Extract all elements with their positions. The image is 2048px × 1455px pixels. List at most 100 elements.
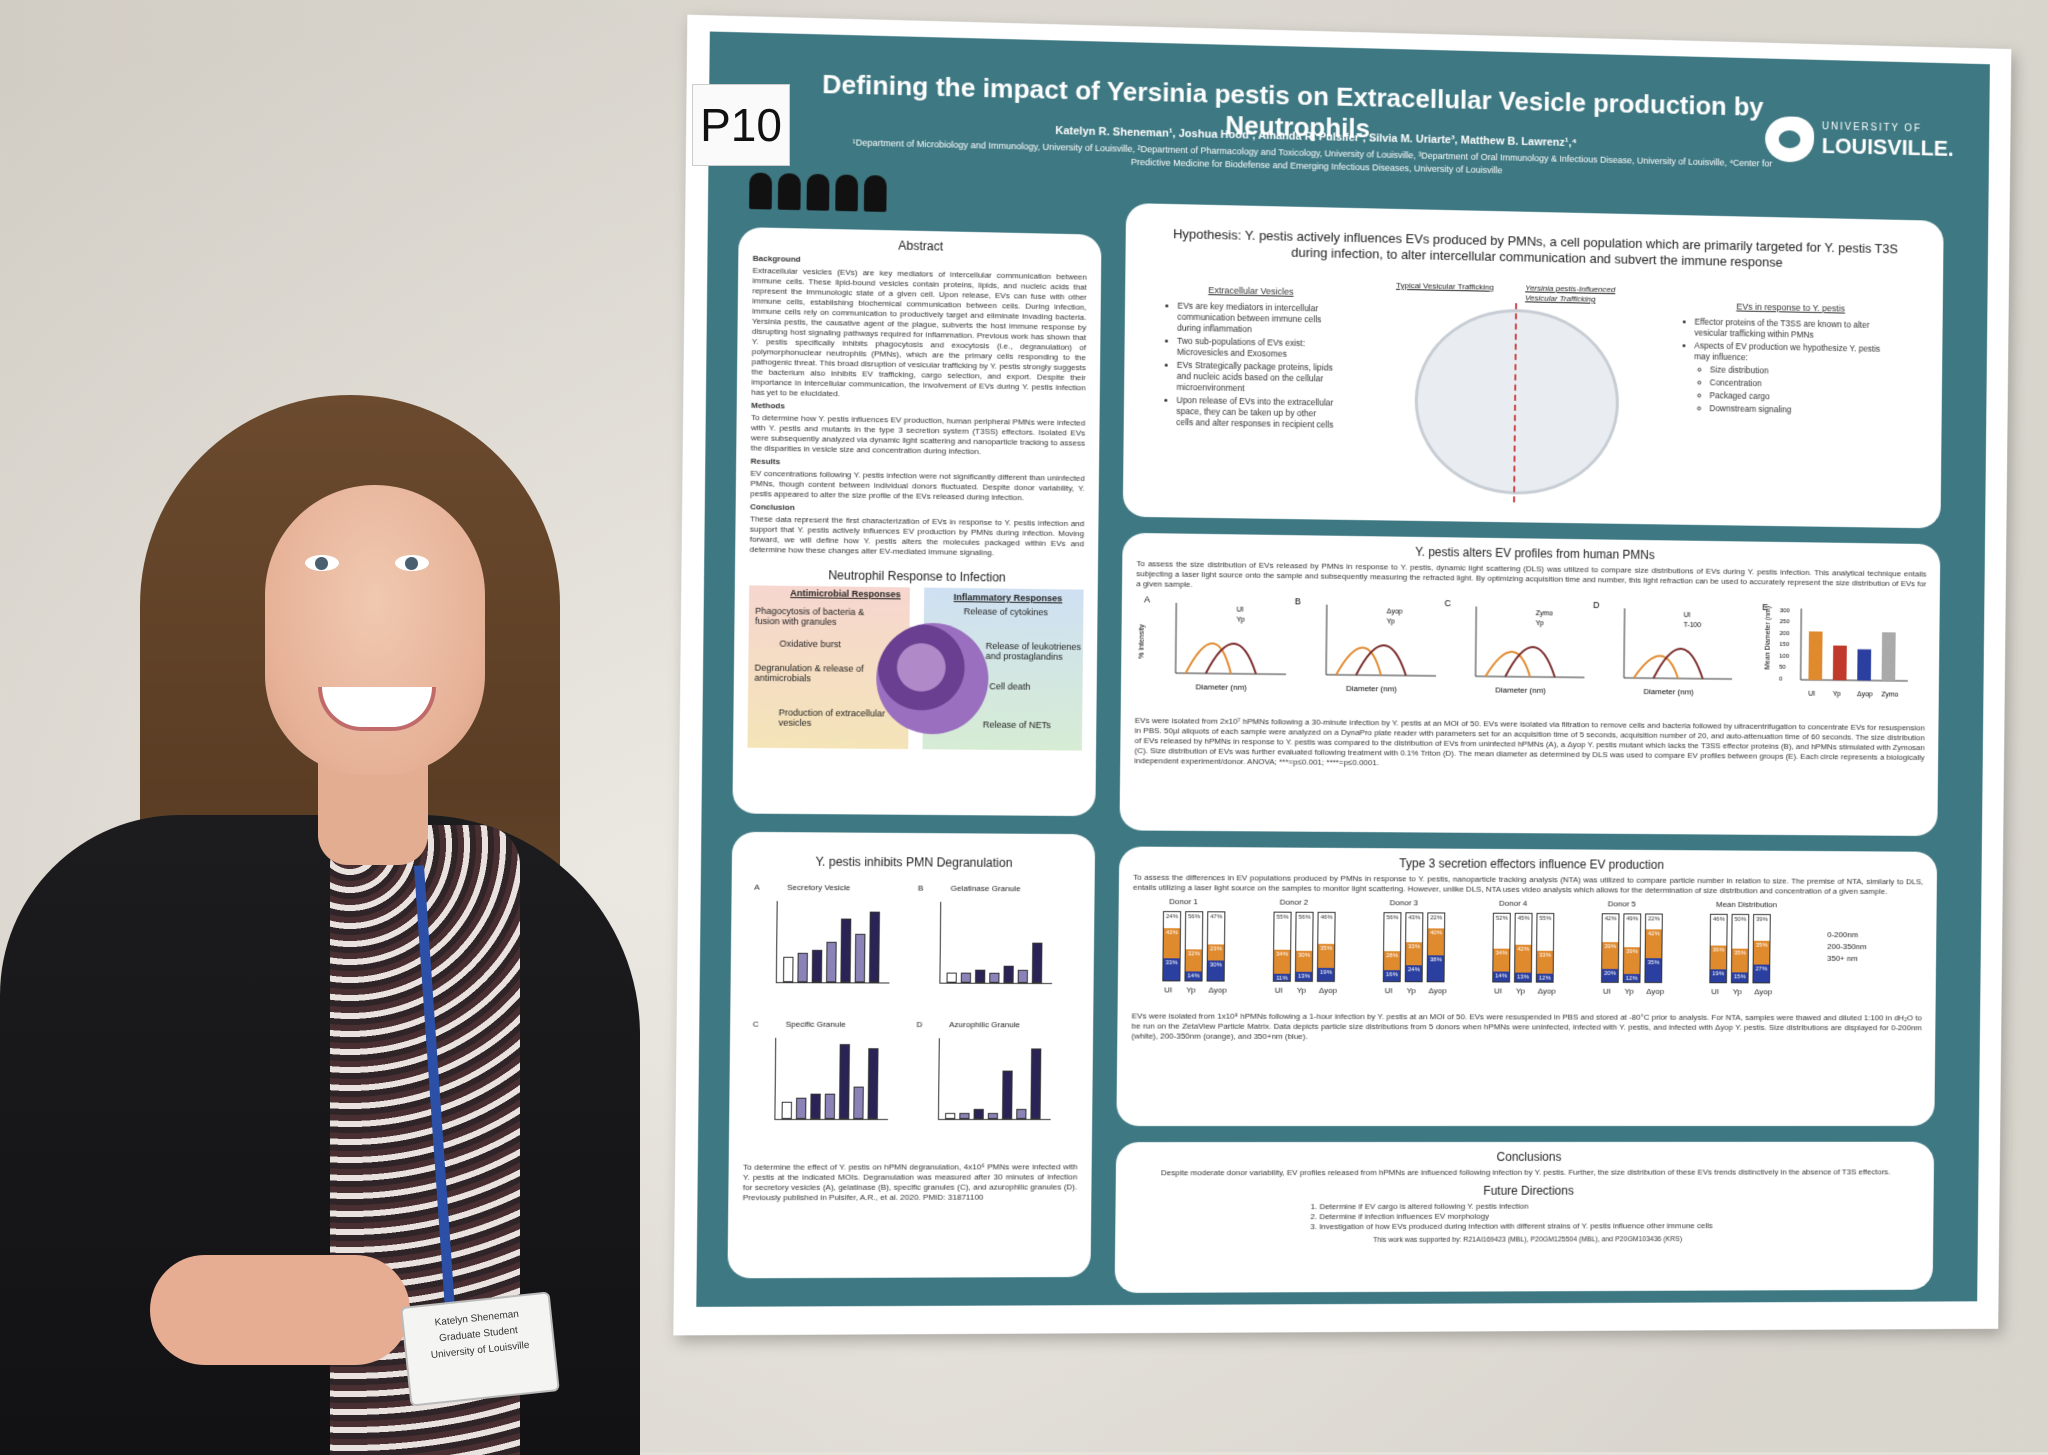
nta-bar-segment: 47% xyxy=(1207,912,1225,945)
nta-stacked-bar: 52% 34% 14% xyxy=(1492,912,1511,983)
bar-category-label: Zymo xyxy=(1881,692,1898,699)
methods-text: To determine how Y. pestis influences EV… xyxy=(750,412,1086,457)
degran-bar xyxy=(854,934,866,983)
cardinal-icon xyxy=(1764,115,1815,163)
antimicrobial-item: Phagocytosis of bacteria & fusion with g… xyxy=(754,605,865,627)
ev-list-item: EVs Strategically package proteins, lipi… xyxy=(1177,360,1336,396)
inflammatory-item: Cell death xyxy=(989,681,1031,692)
nta-caption: EVs were isolated from 1x10⁸ hPMNs follo… xyxy=(1131,1011,1922,1041)
nta-group-label: Donor 1 xyxy=(1169,897,1198,907)
nta-bar-segment: 22% xyxy=(1428,913,1445,929)
nta-bar-segment: 43% xyxy=(1406,913,1423,943)
logo-louisville: LOUISVILLE. xyxy=(1821,133,1954,161)
nta-group-label: Donor 5 xyxy=(1607,899,1636,909)
future-directions-title: Future Directions xyxy=(1483,1183,1574,1198)
right-eye xyxy=(395,555,429,571)
inflammatory-item: Release of cytokines xyxy=(963,606,1049,618)
nta-stacked-bar: 56% 30% 13% xyxy=(1294,911,1314,982)
nta-bar-segment: 39% xyxy=(1753,915,1770,942)
nta-bar-segment: 14% xyxy=(1493,971,1510,982)
nta-bar-label: Yp xyxy=(1515,986,1526,996)
nta-bar-segment: 49% xyxy=(1624,914,1641,948)
influenced-trafficking-label: Yersinia pestis-Influenced Vesicular Tra… xyxy=(1525,283,1616,304)
inflammatory-item: Release of leukotrienes and prostaglandi… xyxy=(985,640,1082,662)
dls-legend-item: Zymo xyxy=(1536,610,1553,617)
nta-bar-segment: 42% xyxy=(1645,929,1662,959)
dls-panel-letter: A xyxy=(1144,594,1151,604)
nta-bar-label: Yp xyxy=(1732,987,1742,997)
mean-diameter-bar xyxy=(1832,645,1847,681)
antimicrobial-item: Degranulation & release of antimicrobial… xyxy=(754,662,864,684)
bar-tick-label: 250 xyxy=(1780,620,1790,626)
conclusions-title: Conclusions xyxy=(1496,1149,1562,1164)
nta-bar-segment: 13% xyxy=(1515,972,1531,982)
nta-stacked-bar: 39% 35% 27% xyxy=(1752,914,1771,984)
research-poster: Defining the impact of Yersinia pestis o… xyxy=(673,14,2012,1336)
ev-aspects-list: Size distribution Concentration Packaged… xyxy=(1682,364,1898,417)
degran-bar xyxy=(1031,942,1043,983)
nta-bar-segment: 20% xyxy=(1602,968,1618,982)
nta-panel: Type 3 secretion effectors influence EV … xyxy=(1116,846,1938,1127)
nta-group-label: Mean Distribution xyxy=(1715,899,1778,910)
conclusions-text: Despite moderate donor variability, EV p… xyxy=(1160,1167,1891,1178)
dls-legend-item: Δyop xyxy=(1387,608,1403,615)
trafficking-diagram: Typical Vesicular Trafficking Yersinia p… xyxy=(1394,281,1644,514)
nta-bar-segment: 34% xyxy=(1273,950,1291,974)
degran-panel-letter: A xyxy=(754,882,760,892)
nta-bar-segment: 56% xyxy=(1296,912,1313,952)
nta-bar-label: Yp xyxy=(1186,985,1196,995)
nta-bar-label: UI xyxy=(1164,985,1173,995)
dls-panel-letter: B xyxy=(1295,596,1301,606)
typical-trafficking-label: Typical Vesicular Trafficking xyxy=(1396,280,1494,292)
nta-stacked-bar: 47% 23% 30% xyxy=(1206,911,1226,982)
dls-y-label: % Intensity xyxy=(1138,624,1145,659)
dls-legend-item: Yp xyxy=(1236,617,1244,624)
dls-panel-letter: C xyxy=(1444,598,1451,608)
nta-bar-segment: 19% xyxy=(1317,967,1335,981)
bar-tick-label: 300 xyxy=(1780,608,1790,614)
nta-bar-label: Δyop xyxy=(1754,987,1773,997)
nta-bar-segment: 40% xyxy=(1427,928,1445,956)
silhouette-icon xyxy=(806,173,830,211)
nta-bar-segment: 33% xyxy=(1405,942,1423,965)
plague-doctor-silhouettes xyxy=(749,172,887,212)
nta-stacked-bar: 22% 42% 35% xyxy=(1644,913,1663,984)
antimicrobial-heading: Antimicrobial Responses xyxy=(790,587,901,600)
nta-bar-segment: 46% xyxy=(1318,912,1335,945)
nta-bar-label: Δyop xyxy=(1646,986,1665,996)
university-logo: UNIVERSITY OF LOUISVILLE. xyxy=(1764,110,1961,174)
nta-bar-segment: 11% xyxy=(1273,973,1290,981)
ev-aspect-item: Size distribution xyxy=(1710,364,1898,378)
nta-bar-segment: 35% xyxy=(1318,944,1335,969)
nta-bar-segment: 35% xyxy=(1645,958,1662,983)
degran-plot xyxy=(937,1038,1052,1121)
bar-y-label: Mean Diameter (nm) xyxy=(1765,606,1772,670)
nta-bar-segment: 38% xyxy=(1427,955,1444,982)
neutrophil-cell-icon xyxy=(875,622,989,735)
nta-bar-label: Δyop xyxy=(1318,985,1338,995)
nta-bar-segment: 23% xyxy=(1207,944,1225,961)
nta-group-label: Donor 2 xyxy=(1279,897,1309,907)
degran-bar xyxy=(783,957,794,983)
nta-bar-segment: 52% xyxy=(1493,913,1510,950)
bar-category-label: Δyop xyxy=(1857,691,1873,698)
dls-x-label: Diameter (nm) xyxy=(1643,687,1694,696)
nta-bar-segment: 35% xyxy=(1753,941,1770,965)
nta-bar-segment: 27% xyxy=(1753,964,1770,983)
bar-tick-label: 100 xyxy=(1779,654,1789,660)
nta-stacked-bar: 49% 39% 12% xyxy=(1622,913,1642,983)
silhouette-icon xyxy=(749,172,773,210)
abstract-panel: Abstract Background Extracellular vesicl… xyxy=(732,227,1102,817)
degran-bar xyxy=(1017,969,1028,983)
inflammatory-item: Release of NETs xyxy=(982,719,1051,731)
nta-bar-label: Yp xyxy=(1624,986,1634,996)
dls-panel-letter: E xyxy=(1762,602,1768,612)
nta-stacked-bar: 42% 39% 20% xyxy=(1601,913,1620,983)
cell-diagram xyxy=(1413,307,1620,496)
degran-bar xyxy=(1016,1109,1027,1119)
dls-y-axis xyxy=(1476,607,1477,677)
degran-plot xyxy=(939,901,1053,985)
degran-bar xyxy=(826,941,837,983)
dls-curve-red xyxy=(1653,648,1702,678)
ev-response-list: Effector proteins of the T3SS are known … xyxy=(1682,316,1898,366)
